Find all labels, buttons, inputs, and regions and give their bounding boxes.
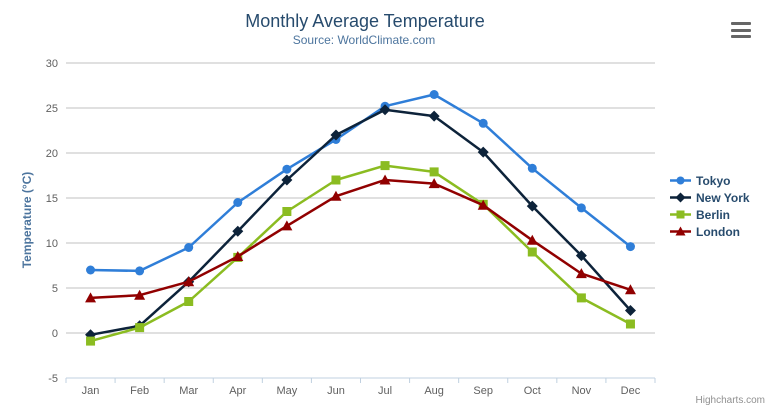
data-point-london[interactable]	[379, 174, 391, 185]
legend-symbol[interactable]	[676, 210, 685, 219]
data-point-berlin[interactable]	[625, 319, 635, 329]
legend-label: Berlin	[696, 207, 731, 222]
hamburger-bar	[731, 28, 751, 32]
data-point-tokyo[interactable]	[184, 243, 194, 252]
data-point-berlin[interactable]	[135, 323, 145, 333]
legend-marker-square-icon	[670, 210, 691, 219]
y-axis-tick-label: 0	[52, 328, 58, 340]
data-point-tokyo[interactable]	[135, 266, 145, 276]
data-point-london[interactable]	[330, 190, 342, 201]
x-axis-tick-label: Jan	[82, 385, 100, 397]
data-point-tokyo[interactable]	[478, 118, 488, 128]
data-point-london[interactable]	[526, 234, 538, 245]
data-point-tokyo[interactable]	[527, 163, 537, 173]
legend-item-berlin[interactable]: Berlin	[670, 206, 750, 223]
legend-label: New York	[696, 190, 750, 205]
data-point-london[interactable]	[575, 268, 587, 279]
x-axis-tick-label: May	[276, 385, 297, 397]
data-point-london[interactable]	[428, 178, 440, 189]
data-point-new-york[interactable]	[281, 174, 293, 186]
x-axis-tick-label: Jun	[327, 385, 345, 397]
legend-label: Tokyo	[696, 173, 731, 188]
data-point-tokyo[interactable]	[576, 203, 586, 213]
chart-subtitle: Source: WorldClimate.com	[292, 33, 436, 47]
series-line-berlin[interactable]	[89, 164, 632, 343]
data-point-new-york[interactable]	[526, 200, 538, 212]
legend-marker-circle-icon	[670, 176, 691, 185]
legend-item-new-york[interactable]: New York	[670, 189, 750, 206]
x-axis-tick-label: Feb	[130, 385, 149, 397]
hamburger-icon[interactable]	[731, 22, 753, 38]
data-point-new-york[interactable]	[428, 110, 440, 122]
legend-symbol[interactable]	[675, 192, 686, 203]
x-axis-tick-label: Jul	[378, 385, 392, 397]
data-point-berlin[interactable]	[184, 297, 194, 306]
x-axis-tick-label: Dec	[621, 385, 641, 397]
data-point-tokyo[interactable]	[233, 198, 243, 207]
x-axis-tick-label: Sep	[473, 385, 493, 397]
data-point-berlin[interactable]	[576, 293, 586, 303]
data-point-berlin[interactable]	[282, 207, 292, 216]
y-axis-tick-label: -5	[48, 373, 58, 385]
y-axis-tick-label: 30	[46, 58, 58, 70]
data-point-new-york[interactable]	[624, 305, 636, 316]
series-line-tokyo[interactable]	[89, 93, 632, 273]
data-point-new-york[interactable]	[232, 225, 244, 237]
data-point-new-york[interactable]	[575, 250, 587, 262]
legend-item-london[interactable]: London	[670, 223, 750, 240]
y-axis-tick-label: 25	[46, 103, 58, 115]
legend-symbol[interactable]	[676, 176, 685, 185]
y-axis-tick-label: 20	[46, 148, 58, 160]
legend: Tokyo New York Berlin London	[670, 172, 750, 240]
data-point-london[interactable]	[134, 289, 146, 300]
x-axis-tick-label: Mar	[179, 385, 198, 397]
data-point-tokyo[interactable]	[282, 164, 292, 174]
legend-marker-diamond-icon	[670, 192, 691, 203]
x-axis-tick-label: Nov	[572, 385, 592, 397]
chart-title: Monthly Average Temperature	[245, 11, 485, 31]
data-point-new-york[interactable]	[379, 104, 391, 116]
data-point-tokyo[interactable]	[86, 265, 96, 275]
legend-marker-triangle-icon	[670, 226, 691, 236]
y-axis-tick-label: 5	[52, 283, 58, 295]
data-point-london[interactable]	[232, 251, 244, 261]
data-point-berlin[interactable]	[527, 247, 537, 257]
data-point-berlin[interactable]	[86, 336, 96, 346]
data-point-london[interactable]	[281, 220, 293, 231]
data-point-tokyo[interactable]	[429, 90, 439, 99]
series-line-london[interactable]	[89, 178, 632, 300]
data-point-tokyo[interactable]	[625, 242, 635, 252]
legend-item-tokyo[interactable]: Tokyo	[670, 172, 750, 189]
data-point-london[interactable]	[477, 199, 489, 210]
data-point-new-york[interactable]	[477, 146, 489, 158]
series-line-new-york[interactable]	[89, 108, 632, 337]
data-point-london[interactable]	[183, 276, 195, 287]
legend-symbol[interactable]	[675, 226, 686, 236]
y-axis-tick-label: 10	[46, 238, 58, 250]
hamburger-bar	[731, 35, 751, 38]
hamburger-bar	[731, 22, 751, 25]
data-point-berlin[interactable]	[331, 175, 341, 185]
credits-link[interactable]: Highcharts.com	[695, 395, 765, 406]
data-point-london[interactable]	[624, 284, 636, 295]
x-axis-tick-label: Oct	[524, 385, 541, 397]
data-point-new-york[interactable]	[330, 129, 342, 141]
data-point-berlin[interactable]	[380, 161, 390, 171]
data-point-london[interactable]	[85, 292, 97, 303]
x-axis-tick-label: Aug	[424, 385, 444, 397]
y-axis-tick-label: 15	[46, 193, 58, 205]
x-axis-tick-label: Apr	[229, 385, 246, 397]
legend-label: London	[696, 224, 740, 239]
data-point-berlin[interactable]	[429, 167, 439, 177]
